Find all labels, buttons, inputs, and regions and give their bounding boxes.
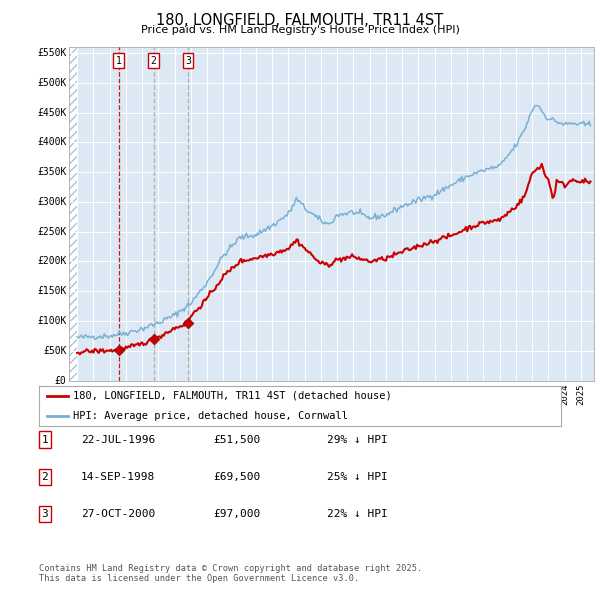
Text: £250K: £250K <box>37 227 67 237</box>
Text: 22% ↓ HPI: 22% ↓ HPI <box>327 509 388 519</box>
Text: £200K: £200K <box>37 257 67 267</box>
Text: 27-OCT-2000: 27-OCT-2000 <box>81 509 155 519</box>
Text: £350K: £350K <box>37 167 67 177</box>
Text: 3: 3 <box>185 55 191 65</box>
Text: Contains HM Land Registry data © Crown copyright and database right 2025.
This d: Contains HM Land Registry data © Crown c… <box>39 563 422 583</box>
Text: HPI: Average price, detached house, Cornwall: HPI: Average price, detached house, Corn… <box>73 411 348 421</box>
Text: £97,000: £97,000 <box>213 509 260 519</box>
Text: Price paid vs. HM Land Registry's House Price Index (HPI): Price paid vs. HM Land Registry's House … <box>140 25 460 35</box>
Text: £150K: £150K <box>37 286 67 296</box>
Text: £69,500: £69,500 <box>213 472 260 481</box>
Text: 14-SEP-1998: 14-SEP-1998 <box>81 472 155 481</box>
Text: £500K: £500K <box>37 78 67 88</box>
Text: 1: 1 <box>116 55 122 65</box>
Point <box>183 318 193 327</box>
Point <box>149 335 158 344</box>
Text: 180, LONGFIELD, FALMOUTH, TR11 4ST (detached house): 180, LONGFIELD, FALMOUTH, TR11 4ST (deta… <box>73 391 392 401</box>
Text: 180, LONGFIELD, FALMOUTH, TR11 4ST: 180, LONGFIELD, FALMOUTH, TR11 4ST <box>157 13 443 28</box>
Text: £300K: £300K <box>37 197 67 207</box>
Text: £450K: £450K <box>37 108 67 117</box>
Text: 3: 3 <box>41 509 49 519</box>
Text: £50K: £50K <box>43 346 67 356</box>
Text: £400K: £400K <box>37 137 67 148</box>
Text: 2: 2 <box>151 55 157 65</box>
Text: 29% ↓ HPI: 29% ↓ HPI <box>327 435 388 444</box>
Text: £550K: £550K <box>37 48 67 58</box>
Text: 25% ↓ HPI: 25% ↓ HPI <box>327 472 388 481</box>
Text: £0: £0 <box>55 376 67 385</box>
Text: 2: 2 <box>41 472 49 481</box>
Text: £100K: £100K <box>37 316 67 326</box>
Text: 1: 1 <box>41 435 49 444</box>
Point <box>114 345 124 355</box>
Bar <box>69 47 77 381</box>
Text: £51,500: £51,500 <box>213 435 260 444</box>
Text: 22-JUL-1996: 22-JUL-1996 <box>81 435 155 444</box>
